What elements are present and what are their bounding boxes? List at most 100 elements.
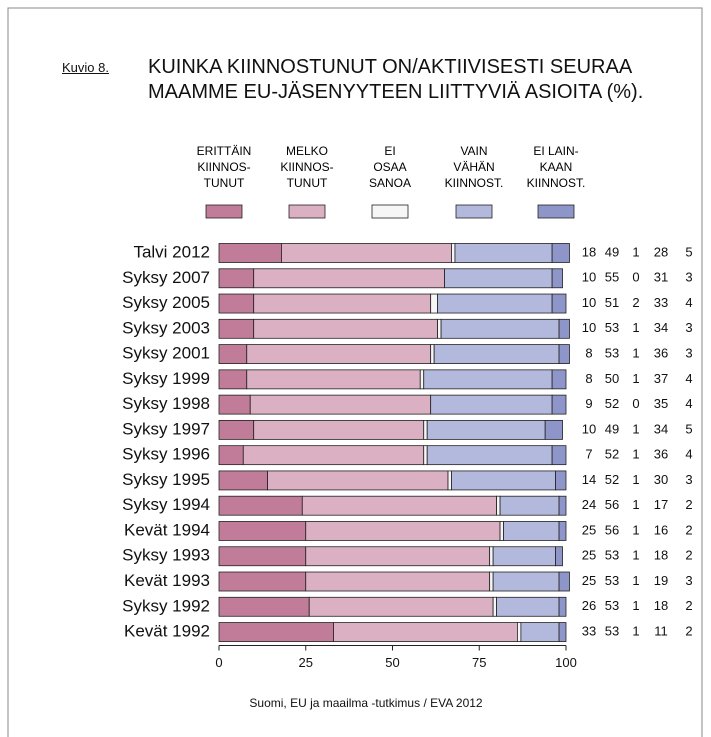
bar-segment: [305, 521, 501, 541]
value-label: 25: [582, 548, 596, 563]
bar-segment: [496, 596, 560, 617]
bar-segment: [492, 546, 556, 567]
bar-segment: [218, 495, 303, 516]
bar-segment: [558, 344, 570, 364]
bar-segment: [218, 419, 255, 440]
bar-segment: [551, 268, 563, 289]
value-label: 8: [585, 371, 592, 386]
x-tick-label: 75: [472, 655, 486, 670]
value-label: 0: [632, 270, 639, 285]
value-label: 2: [685, 623, 692, 638]
value-label: 4: [685, 371, 692, 386]
bar-segment: [558, 318, 570, 339]
value-label: 49: [605, 421, 619, 436]
value-label: 11: [654, 623, 668, 638]
bar-segment: [246, 369, 421, 390]
bar-segment: [218, 571, 307, 592]
bar-segment: [551, 293, 567, 314]
value-label: 18: [582, 244, 596, 259]
bar-segment: [246, 344, 432, 364]
bar-segment: [218, 268, 255, 289]
legend-swatch: [455, 204, 493, 219]
value-label: 55: [605, 270, 619, 285]
value-label: 10: [582, 270, 596, 285]
value-label: 0: [632, 396, 639, 411]
bar-segment: [249, 394, 432, 415]
value-label: 4: [685, 396, 692, 411]
bar-segment: [305, 571, 491, 592]
legend-swatch: [371, 204, 409, 219]
value-label: 3: [685, 573, 692, 588]
x-tick-label: 25: [299, 655, 313, 670]
value-label: 10: [582, 421, 596, 436]
value-label: 36: [654, 447, 668, 462]
value-label: 1: [632, 573, 639, 588]
value-label: 2: [685, 522, 692, 537]
value-label: 16: [654, 522, 668, 537]
legend-label: EI OSAA SANOA: [368, 144, 411, 190]
bar-segment: [430, 293, 439, 314]
y-tick-label: Syksy 1998: [122, 394, 210, 413]
bar-segment: [419, 369, 425, 390]
value-label: 5: [685, 244, 692, 259]
bar-segment: [253, 318, 439, 339]
bar-segment: [426, 445, 553, 466]
value-label: 34: [654, 320, 668, 335]
value-label: 3: [685, 270, 692, 285]
value-label: 7: [585, 447, 592, 462]
value-label: 2: [685, 598, 692, 613]
y-tick-label: Talvi 2012: [133, 242, 210, 261]
bar-segment: [281, 243, 452, 263]
bar-segment: [558, 571, 570, 592]
bar-segment: [423, 419, 428, 440]
bar-segment: [218, 470, 268, 491]
x-tick-label: 100: [555, 655, 577, 670]
value-label: 52: [605, 472, 619, 487]
value-label: 34: [654, 421, 668, 436]
value-label: 3: [685, 346, 692, 361]
value-label: 1: [632, 598, 639, 613]
y-tick-label: Syksy 2001: [122, 344, 210, 363]
bar-segment: [267, 470, 449, 491]
bar-segment: [433, 344, 560, 364]
legend-swatch: [288, 204, 326, 219]
value-label: 53: [605, 548, 619, 563]
value-label: 1: [632, 548, 639, 563]
value-label: 1: [632, 421, 639, 436]
bar-segment: [503, 521, 560, 541]
value-label: 28: [654, 244, 668, 259]
value-label: 3: [685, 472, 692, 487]
y-tick-label: Syksy 2005: [122, 293, 210, 312]
bar-segment: [218, 521, 307, 541]
bar-segment: [253, 293, 432, 314]
bar-segment: [489, 546, 494, 567]
value-label: 1: [632, 447, 639, 462]
bar-segment: [218, 293, 255, 314]
value-label: 53: [605, 623, 619, 638]
value-label: 25: [582, 573, 596, 588]
value-label: 5: [685, 421, 692, 436]
value-label: 2: [685, 548, 692, 563]
value-label: 1: [632, 371, 639, 386]
y-tick-label: Syksy 1995: [122, 470, 210, 489]
y-tick-label: Syksy 1993: [122, 546, 210, 565]
value-label: 33: [654, 295, 668, 310]
bar-segment: [496, 495, 501, 516]
value-label: 52: [605, 396, 619, 411]
bar-segment: [437, 318, 442, 339]
value-label: 1: [632, 623, 639, 638]
value-label: 31: [654, 270, 668, 285]
value-label: 1: [632, 346, 639, 361]
y-tick-label: Syksy 2007: [122, 268, 210, 287]
bar-segment: [520, 622, 560, 642]
x-tick-label: 0: [215, 655, 222, 670]
value-label: 18: [654, 598, 668, 613]
bar-segment: [558, 521, 567, 541]
value-label: 18: [654, 548, 668, 563]
bar-segment: [451, 243, 456, 263]
bar-segment: [551, 394, 567, 415]
bar-segment: [218, 445, 244, 466]
value-label: 50: [605, 371, 619, 386]
